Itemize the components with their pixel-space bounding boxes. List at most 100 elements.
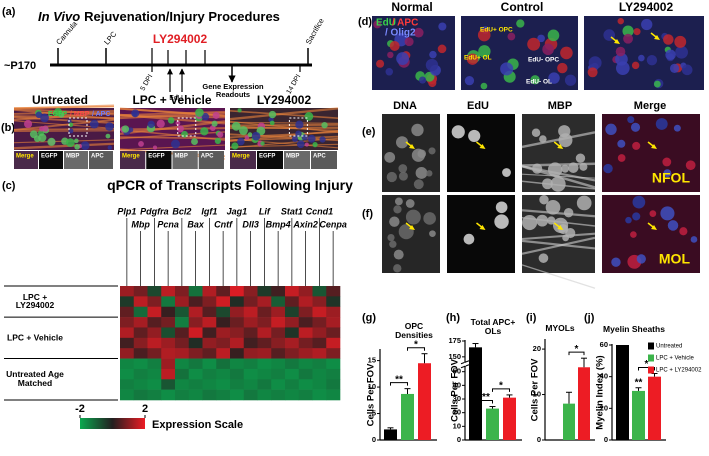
cell [105,133,111,139]
heatmap-cell [285,286,300,297]
cell [156,119,165,128]
cell [633,28,641,36]
cell [542,43,554,56]
heatmap-cell [216,348,231,359]
significance-bracket [492,388,510,392]
cell [68,128,74,134]
y-tick-label: 40 [453,380,461,389]
heatmap-cell [312,286,327,297]
heatmap-cell [271,286,286,297]
cell [539,135,547,143]
cell [466,53,479,65]
heatmap-cell [243,389,258,401]
heatmap-cell [257,348,272,359]
cell [681,64,693,76]
cell [653,80,661,88]
cell [532,163,543,174]
cell [530,75,540,85]
cell [413,179,424,190]
y-tick-label: 60 [600,340,608,349]
heatmap-cell [175,337,190,349]
heatmap-cell [188,358,203,370]
fiber [13,130,115,132]
heatmap-cell [326,317,341,328]
y-axis-label: Cells Per FOV [530,358,541,421]
colorbar-tick-label: -2 [75,403,85,415]
stain-strip [230,151,256,169]
cell [418,76,427,84]
gene-label: Igf1 [201,206,217,216]
bar [578,367,590,440]
heatmap-cell [202,389,217,401]
chart-title: Total APC+ OLs [470,317,516,336]
heatmap-cell [147,337,162,349]
cell [667,220,679,231]
cell [478,45,491,58]
cell [269,120,275,126]
pointer-arrow-head [479,144,486,149]
cell [80,141,90,150]
heatmap-cell [285,389,300,401]
heatmap-cell [285,317,300,328]
heatmap-cell [230,348,245,359]
cell [387,234,395,242]
cell [387,51,394,59]
heatmap-cell [298,306,313,318]
y-tick-label: 5 [372,409,376,418]
gene-label: Jag1 [227,206,248,216]
heatmap-cell [243,337,258,349]
cell [685,160,696,171]
heatmap-cell [120,327,135,339]
stain-strip [284,151,310,169]
heatmap-cell [243,327,258,339]
heatmap-cell [326,296,341,308]
column-title: DNA [393,100,417,112]
cell [231,121,241,131]
heatmap-cell [298,379,313,390]
cell [239,126,248,135]
heatmap-cell [188,327,203,339]
cell [395,136,409,149]
heatmap-cell [271,337,286,349]
cell [211,120,218,127]
pointer-arrow-head [654,35,660,40]
heatmap-cell [133,296,148,308]
pointer-arrow-head [651,225,657,230]
cell [42,125,49,132]
heatmap-cell [133,348,148,359]
cell [105,122,114,131]
panel-label: (c) [2,180,16,192]
heatmap-cell [161,379,176,390]
cell [398,171,408,181]
gene-label: Pcna [157,219,179,229]
cell [231,142,239,150]
cell [167,117,175,124]
cell [200,127,209,136]
row-group-label: LPC + LY294002 [15,291,55,311]
cell [438,22,447,31]
heatmap-cell [271,348,286,359]
cell [393,264,402,273]
cell [603,163,613,174]
cell [428,147,436,155]
bar [648,376,661,440]
bar [401,393,414,440]
panel-label: (f) [362,208,373,220]
heatmap-cell [147,317,162,328]
heatmap-cell [257,368,272,380]
cell [33,135,41,143]
panel-a-title: In Vivo Rejuvenation/Injury Procedures [38,9,280,24]
cell [625,216,632,224]
stain-label: EGFP [41,154,57,160]
heatmap-cell [271,358,286,370]
stain-label: EGFP [259,154,275,160]
heatmap-cell [257,296,272,308]
stain-strip [39,151,63,169]
heatmap-cell [312,389,327,401]
heatmap-cell [312,306,327,318]
cell [74,144,80,150]
heatmap-cell [161,348,176,359]
cell [425,58,439,72]
heatmap-cell [243,379,258,390]
cell [568,162,579,173]
